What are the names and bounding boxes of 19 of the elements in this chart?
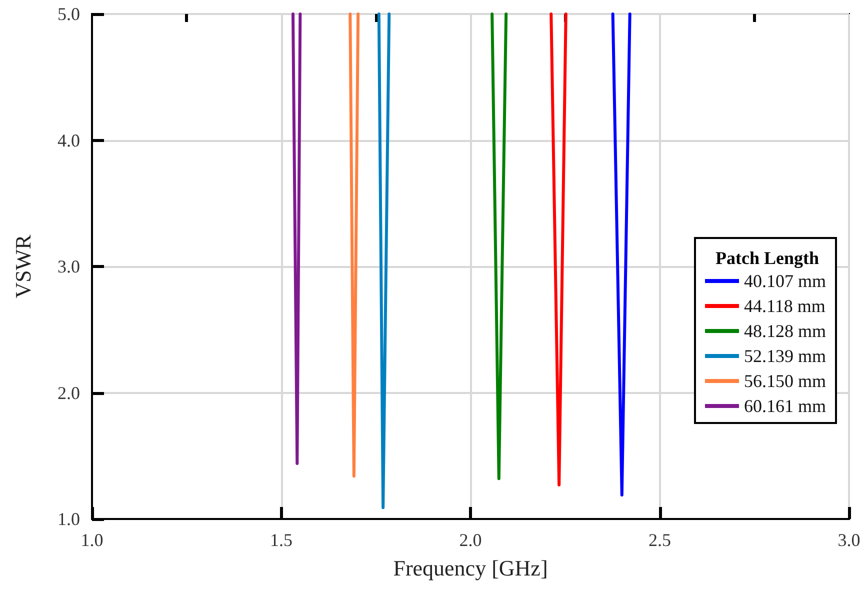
legend-label: 48.128 mm [744, 321, 826, 341]
legend-title: Patch Length [716, 248, 819, 268]
y-tick-label: 2.0 [58, 382, 80, 403]
x-tick-label: 1.0 [80, 530, 104, 550]
y-tick-label: 4.0 [58, 130, 80, 150]
y-tick-label: 3.0 [58, 256, 80, 276]
y-tick-label: 1.0 [58, 509, 80, 529]
y-axis-title: VSWR [10, 234, 36, 298]
x-tick-label: 3.0 [838, 530, 860, 550]
x-tick-label: 1.5 [270, 530, 292, 550]
legend-label: 56.150 mm [744, 371, 826, 391]
y-tick-label: 5.0 [58, 4, 80, 24]
legend-label: 44.118 mm [744, 296, 826, 316]
x-tick-label: 2.0 [459, 530, 482, 550]
legend-label: 60.161 mm [744, 396, 826, 416]
x-tick-label: 2.5 [648, 530, 671, 550]
x-axis-title: Frequency [GHz] [393, 556, 548, 580]
legend-label: 40.107 mm [744, 271, 826, 291]
legend-label: 52.139 mm [744, 346, 826, 366]
